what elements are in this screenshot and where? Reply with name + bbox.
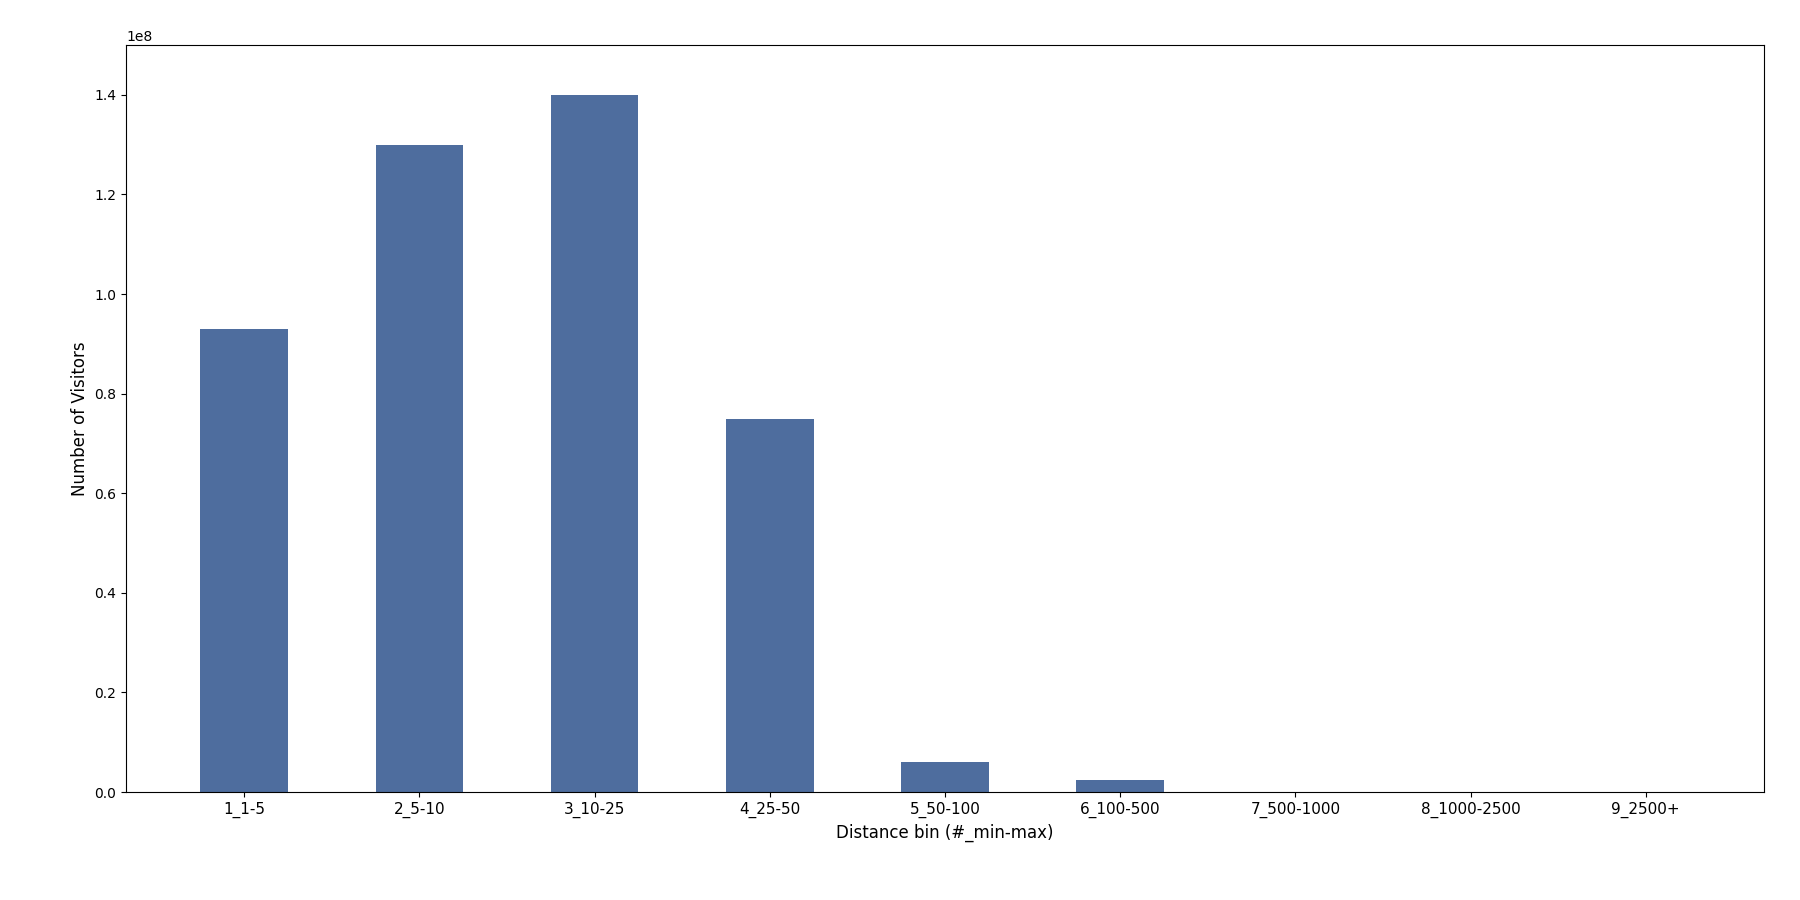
- Y-axis label: Number of Visitors: Number of Visitors: [70, 341, 88, 496]
- Bar: [725, 418, 814, 792]
- Bar: [1076, 779, 1165, 792]
- Bar: [376, 145, 463, 792]
- Bar: [200, 328, 288, 792]
- Bar: [551, 94, 639, 792]
- X-axis label: Distance bin (#_min-max): Distance bin (#_min-max): [837, 824, 1053, 842]
- Bar: [902, 762, 988, 792]
